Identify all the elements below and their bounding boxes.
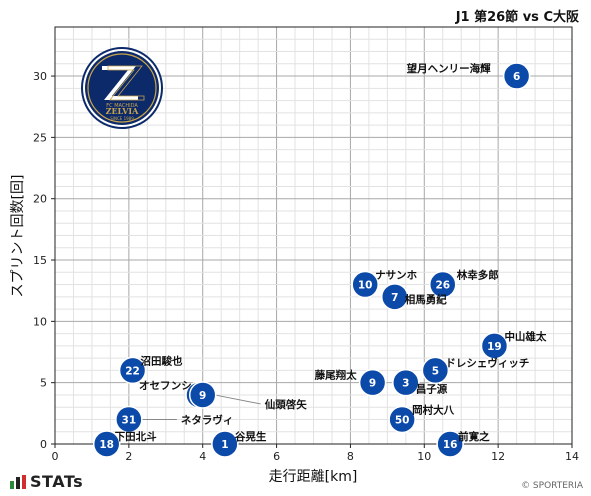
- point-name-label: 仙頭啓矢: [265, 398, 307, 411]
- point-number: 1: [221, 439, 228, 451]
- stats-bars-icon: [10, 474, 26, 489]
- point-number: 16: [443, 439, 458, 451]
- zelvia-logo: FC MACHIDA ZELVIA SINCE 1989: [81, 47, 163, 129]
- point-marker: [480, 332, 509, 360]
- point-marker: [188, 381, 217, 409]
- point-name-label: ナサンホ: [375, 270, 417, 282]
- point-number: 31: [122, 414, 137, 426]
- y-tick-label: 30: [33, 70, 47, 83]
- y-tick-label: 10: [33, 315, 47, 328]
- copyright: © SPORTERIA: [521, 481, 583, 491]
- stats-brand-name: STATs: [30, 472, 84, 491]
- grid-lines: [54, 26, 573, 445]
- point-name-label: 岡村大八: [412, 403, 454, 416]
- point-name-label: 前寛之: [458, 430, 490, 443]
- point-marker: [388, 405, 416, 434]
- z-emblem-icon: [102, 66, 138, 100]
- point-number: 9: [199, 390, 206, 402]
- point-number: 7: [391, 292, 398, 304]
- point-name-label: 林幸多郎: [457, 269, 499, 282]
- data-point: 26: [429, 270, 457, 299]
- x-tick-label: 12: [491, 450, 505, 463]
- point-marker: [358, 368, 387, 397]
- point-number: 9: [369, 378, 376, 390]
- point-number: 18: [99, 439, 114, 451]
- point-number: 50: [395, 414, 410, 426]
- chart-title: J1 第26節 vs C大阪: [455, 10, 579, 25]
- x-tick-label: 10: [417, 450, 431, 463]
- point-number: 10: [358, 280, 373, 292]
- point-name-label: オセフンシ: [139, 380, 192, 392]
- point-marker: [436, 430, 464, 458]
- data-points: 6102671952293909503118116: [92, 62, 531, 458]
- data-point: 7: [380, 283, 409, 311]
- data-point: 18: [92, 430, 121, 458]
- point-marker: [351, 270, 379, 299]
- y-tick-label: 25: [33, 131, 47, 144]
- data-point: 6: [502, 62, 531, 90]
- stats-brand: STATs: [10, 472, 83, 491]
- y-tick-label: 5: [40, 377, 47, 390]
- logo-line3: SINCE 1989: [110, 116, 134, 121]
- point-marker: [118, 356, 147, 385]
- x-tick-label: 4: [199, 450, 206, 463]
- point-number: 5: [432, 365, 439, 377]
- data-point: 3: [392, 368, 420, 397]
- point-marker: [429, 270, 457, 299]
- point-number: 6: [513, 71, 520, 83]
- point-name-label: 藤尾翔太: [315, 369, 357, 382]
- point-name-label: 沼田駿也: [141, 354, 183, 367]
- point-marker: [392, 368, 420, 397]
- point-name-label: ドレシェヴィッチ: [445, 356, 529, 369]
- point-name-label: 下田北斗: [115, 430, 157, 443]
- point-marker: [115, 405, 143, 434]
- logo-line2: ZELVIA: [106, 106, 140, 116]
- leader-lines: [140, 394, 261, 420]
- data-point: 5: [421, 356, 450, 385]
- data-point: 16: [436, 430, 464, 458]
- point-name-label: 中山雄太: [504, 330, 546, 343]
- data-point: 22: [118, 356, 147, 385]
- x-tick-label: 0: [52, 450, 59, 463]
- point-number: 3: [402, 378, 409, 390]
- data-point: 31: [115, 405, 143, 434]
- x-tick-label: 2: [125, 450, 132, 463]
- x-tick-label: 6: [273, 450, 280, 463]
- y-tick-label: 20: [33, 193, 47, 206]
- point-marker: [92, 430, 121, 458]
- point-marker: [502, 62, 531, 90]
- y-tick-label: 0: [40, 438, 47, 451]
- data-point: 9: [188, 381, 217, 409]
- point-name-label: 望月ヘンリー海輝: [407, 62, 491, 75]
- point-name-label: 昌子源: [416, 383, 448, 396]
- point-number: 22: [125, 365, 140, 377]
- data-point: 10: [351, 270, 379, 299]
- x-tick-label: 14: [565, 450, 579, 463]
- data-point: 9: [358, 368, 387, 397]
- point-marker: [380, 283, 409, 311]
- data-point: 19: [480, 332, 509, 360]
- point-marker: [211, 430, 239, 458]
- point-name-label: 相馬勇紀: [405, 293, 447, 306]
- y-tick-label: 15: [33, 254, 47, 267]
- point-number: 26: [435, 280, 450, 292]
- data-point: 50: [388, 405, 416, 434]
- point-number: 19: [487, 341, 502, 353]
- x-axis-label: 走行距離[km]: [269, 468, 358, 485]
- x-tick-label: 8: [347, 450, 354, 463]
- leader-line: [214, 394, 261, 405]
- data-point: 1: [211, 430, 239, 458]
- y-axis-label: スプリント回数[回]: [10, 175, 26, 298]
- point-name-label: 谷晃生: [235, 430, 267, 443]
- plot-frame: [54, 26, 573, 445]
- point-name-label: ネタラヴィ: [181, 413, 234, 426]
- logo-line1: FC MACHIDA: [106, 103, 138, 109]
- point-marker: [421, 356, 450, 385]
